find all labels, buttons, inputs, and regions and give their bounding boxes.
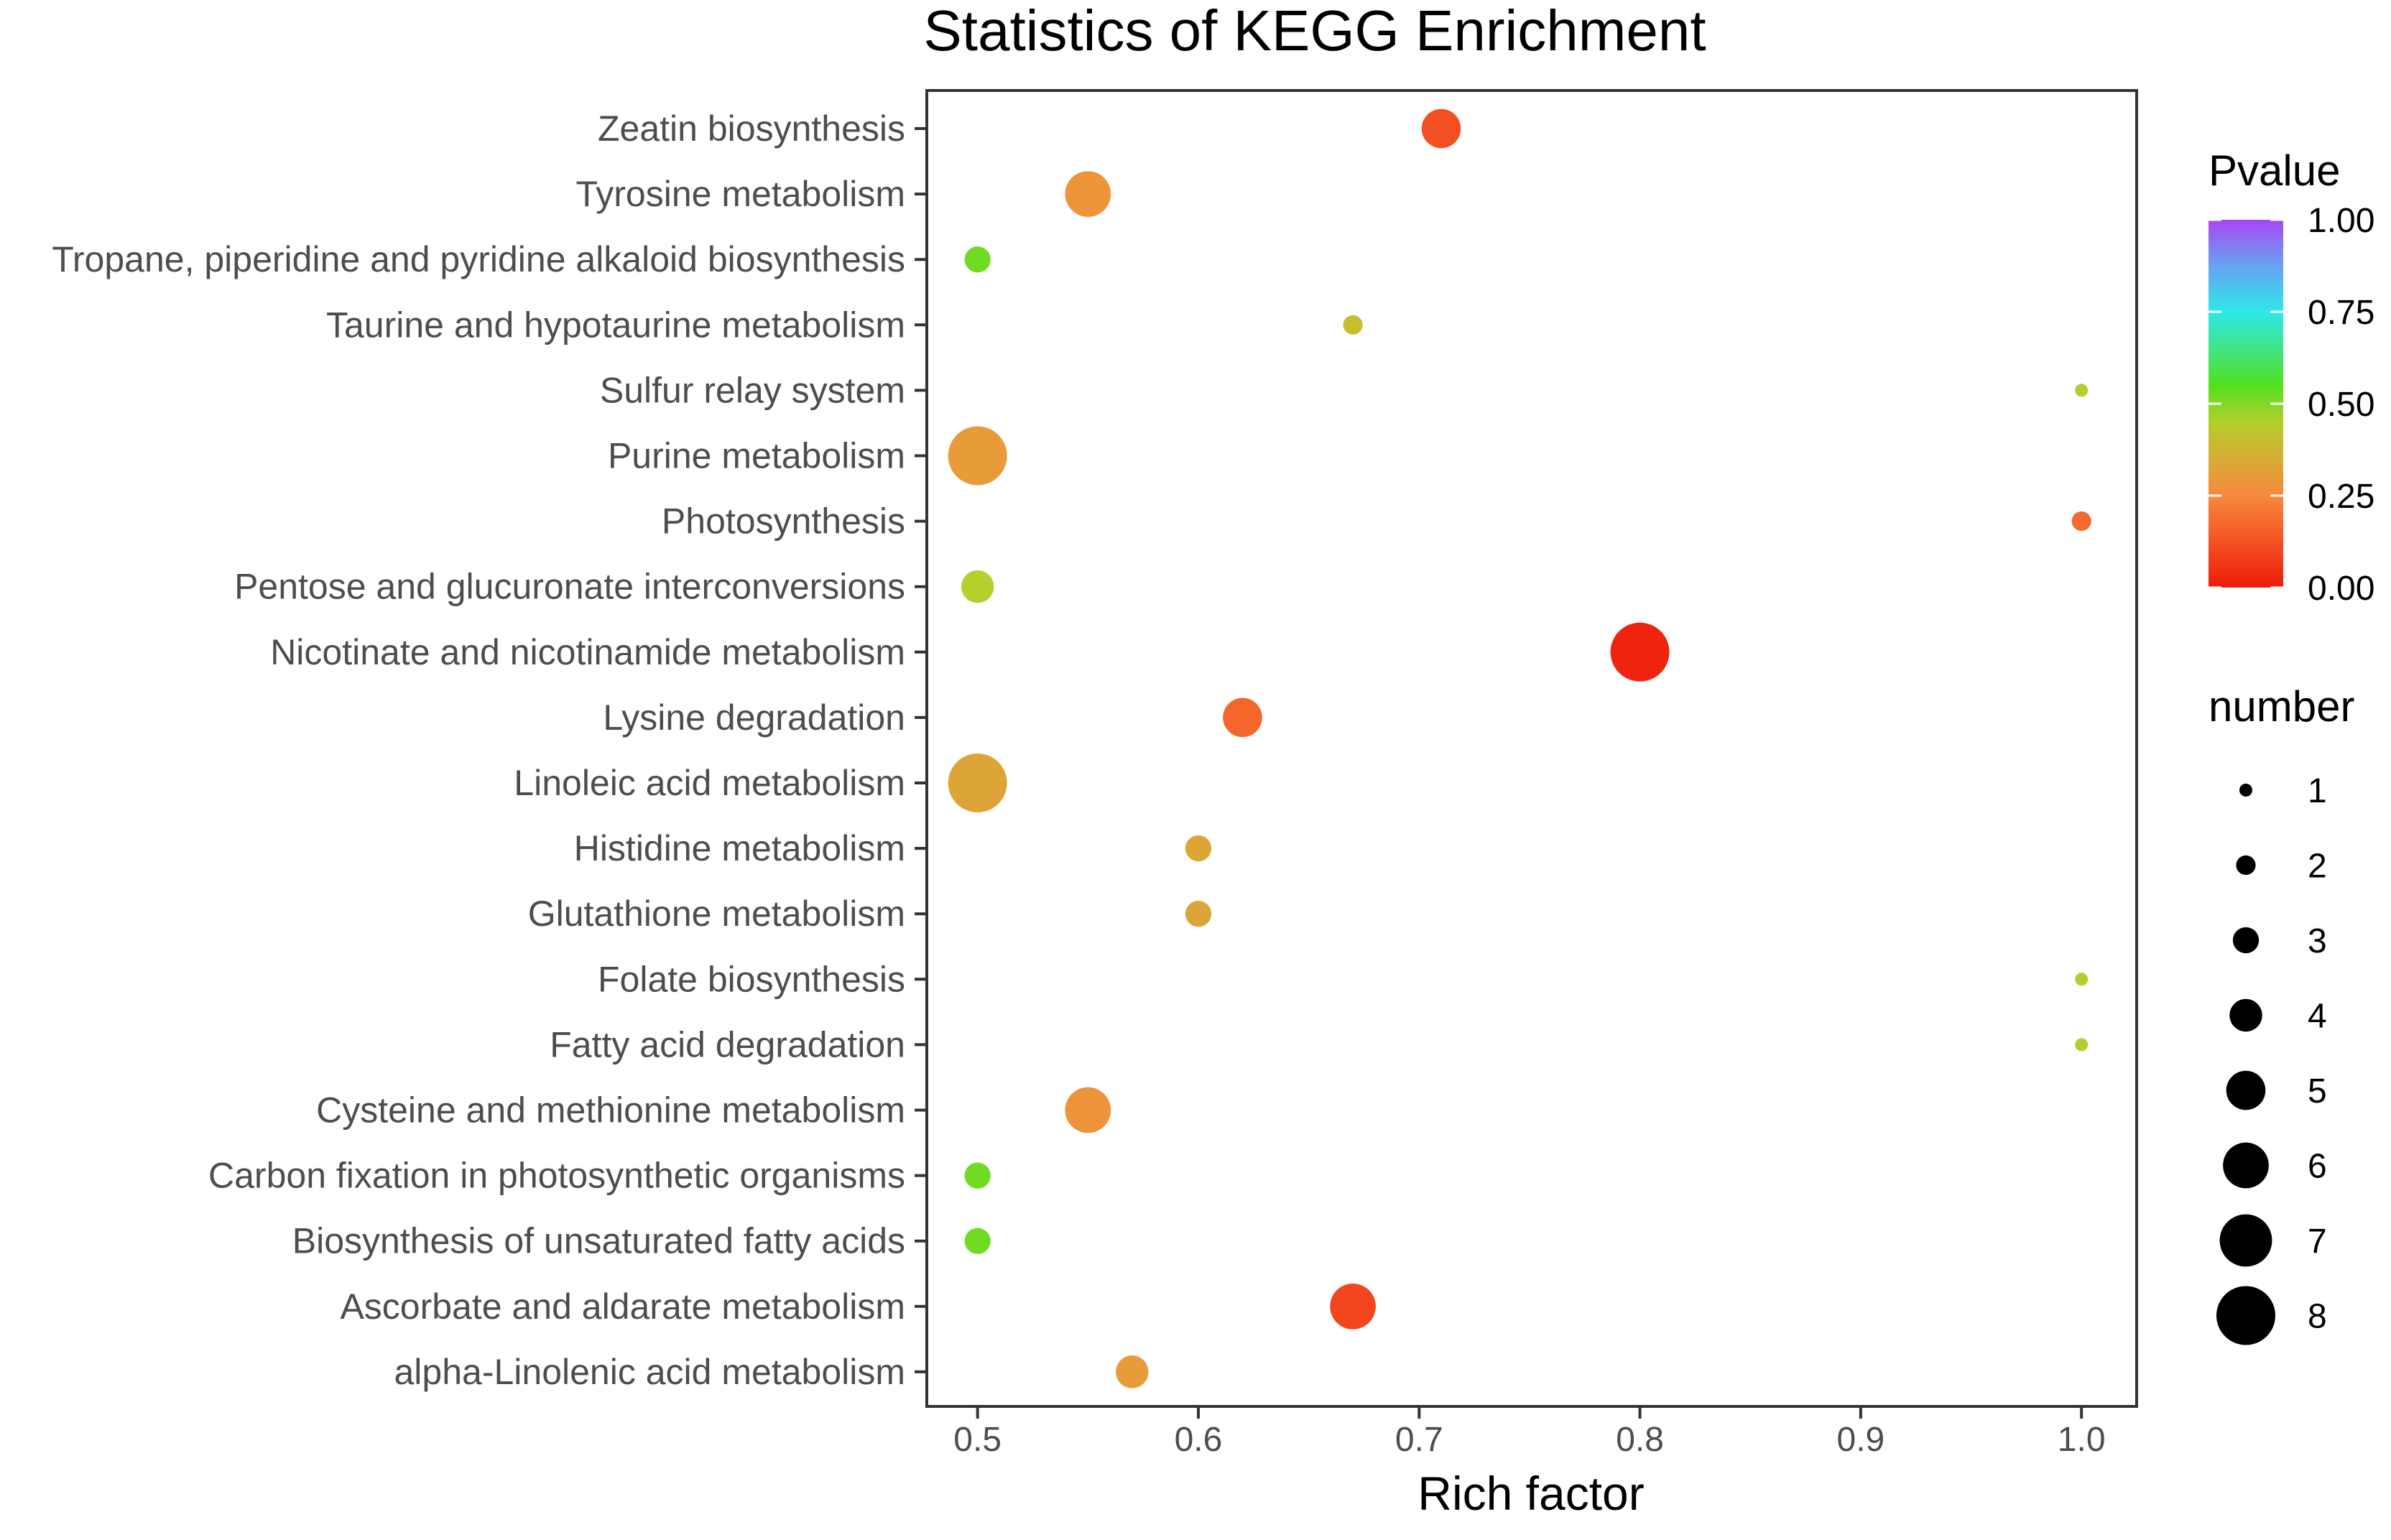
size-legend-label: 1 xyxy=(2308,772,2327,810)
data-point xyxy=(961,570,994,603)
y-axis: Zeatin biosynthesis Tyrosine metabolism Tr… xyxy=(52,108,927,1392)
y-tick-label: Linoleic acid metabolism xyxy=(514,763,905,803)
x-tick-label: 0.9 xyxy=(1837,1421,1885,1459)
data-point xyxy=(1343,315,1363,335)
y-tick-label: Sulfur relay system xyxy=(600,370,905,410)
x-axis-title: Rich factor xyxy=(1418,1467,1644,1520)
size-legend-key xyxy=(2216,1286,2275,1345)
size-legend-key xyxy=(2219,1214,2272,1267)
size-legend-key xyxy=(2229,998,2262,1032)
x-tick-label: 1.0 xyxy=(2058,1421,2106,1459)
chart-title: Statistics of KEGG Enrichment xyxy=(923,0,1706,62)
y-tick-label: alpha-Linolenic acid metabolism xyxy=(394,1352,906,1392)
pvalue-legend-title: Pvalue xyxy=(2209,147,2340,195)
y-tick-label: Taurine and hypotaurine metabolism xyxy=(326,305,905,345)
x-axis: 0.5 0.6 0.7 0.8 0.9 1.0 xyxy=(953,1406,2106,1459)
colorbar-label: 1.00 xyxy=(2308,202,2374,240)
size-legend-key xyxy=(2236,855,2256,876)
y-tick-label: Glutathione metabolism xyxy=(528,894,905,934)
data-point xyxy=(1185,835,1212,862)
data-point xyxy=(1116,1355,1149,1388)
y-tick-label: Zeatin biosynthesis xyxy=(598,108,905,149)
y-tick-label: Pentose and glucuronate interconversions xyxy=(234,567,905,607)
colorbar-label: 0.00 xyxy=(2308,570,2374,608)
data-point xyxy=(1185,901,1212,927)
y-tick-label: Tropane, piperidine and pyridine alkaloi… xyxy=(52,239,905,279)
data-point xyxy=(964,246,991,273)
size-legend-key xyxy=(2232,927,2260,954)
y-tick-label: Cysteine and methionine metabolism xyxy=(316,1090,905,1131)
data-point xyxy=(1421,108,1461,149)
number-legend-title: number xyxy=(2209,682,2354,730)
y-tick-label: Lysine degradation xyxy=(603,697,905,738)
number-legend: number 1 2 3 4 5 6 7 8 xyxy=(2209,682,2354,1345)
y-tick-label: Tyrosine metabolism xyxy=(576,174,906,214)
data-point xyxy=(2075,973,2089,986)
y-tick-label: Folate biosynthesis xyxy=(598,959,905,999)
size-legend-label: 2 xyxy=(2308,848,2327,886)
colorbar-label: 0.25 xyxy=(2308,478,2374,516)
x-tick-label: 0.8 xyxy=(1616,1421,1664,1459)
y-tick-label: Nicotinate and nicotinamide metabolism xyxy=(270,632,905,672)
y-tick-label: Histidine metabolism xyxy=(574,828,905,868)
y-tick-label: Biosynthesis of unsaturated fatty acids xyxy=(292,1221,905,1261)
data-point xyxy=(1065,1087,1111,1133)
y-tick-label: Carbon fixation in photosynthetic organi… xyxy=(208,1156,905,1196)
data-point xyxy=(2071,511,2091,532)
size-legend-label: 7 xyxy=(2308,1223,2327,1261)
y-tick-label: Ascorbate and aldarate metabolism xyxy=(340,1286,905,1327)
size-legend-key xyxy=(2226,1070,2266,1110)
colorbar-label: 0.50 xyxy=(2308,386,2374,424)
colorbar-label: 0.75 xyxy=(2308,294,2374,332)
x-tick-label: 0.6 xyxy=(1175,1421,1223,1459)
y-tick-label: Photosynthesis xyxy=(662,501,905,542)
size-legend-key xyxy=(2223,1142,2269,1189)
y-tick-label: Fatty acid degradation xyxy=(550,1024,905,1064)
size-legend-key xyxy=(2239,784,2252,797)
data-point xyxy=(964,1162,991,1189)
data-point xyxy=(1223,697,1262,738)
data-point xyxy=(1330,1283,1376,1330)
size-legend-label: 3 xyxy=(2308,922,2327,960)
data-point xyxy=(1610,622,1670,682)
y-tick-label: Purine metabolism xyxy=(608,436,905,476)
size-legend-label: 5 xyxy=(2308,1072,2327,1110)
size-legend-label: 6 xyxy=(2308,1148,2327,1186)
data-point xyxy=(948,426,1007,486)
data-point xyxy=(1065,171,1111,217)
data-point xyxy=(948,753,1007,812)
x-tick-label: 0.5 xyxy=(953,1421,1002,1459)
pvalue-legend: Pvalue 1.00 0.75 0.50 0.25 0.00 xyxy=(2209,147,2374,608)
data-point xyxy=(964,1228,991,1254)
x-tick-label: 0.7 xyxy=(1395,1421,1443,1459)
plot-panel-border xyxy=(925,89,2138,1408)
data-point xyxy=(2075,384,2089,397)
plot-panel xyxy=(925,89,2138,1408)
size-legend-label: 4 xyxy=(2308,998,2327,1036)
data-point xyxy=(2075,1038,2089,1052)
size-legend-label: 8 xyxy=(2308,1298,2327,1336)
